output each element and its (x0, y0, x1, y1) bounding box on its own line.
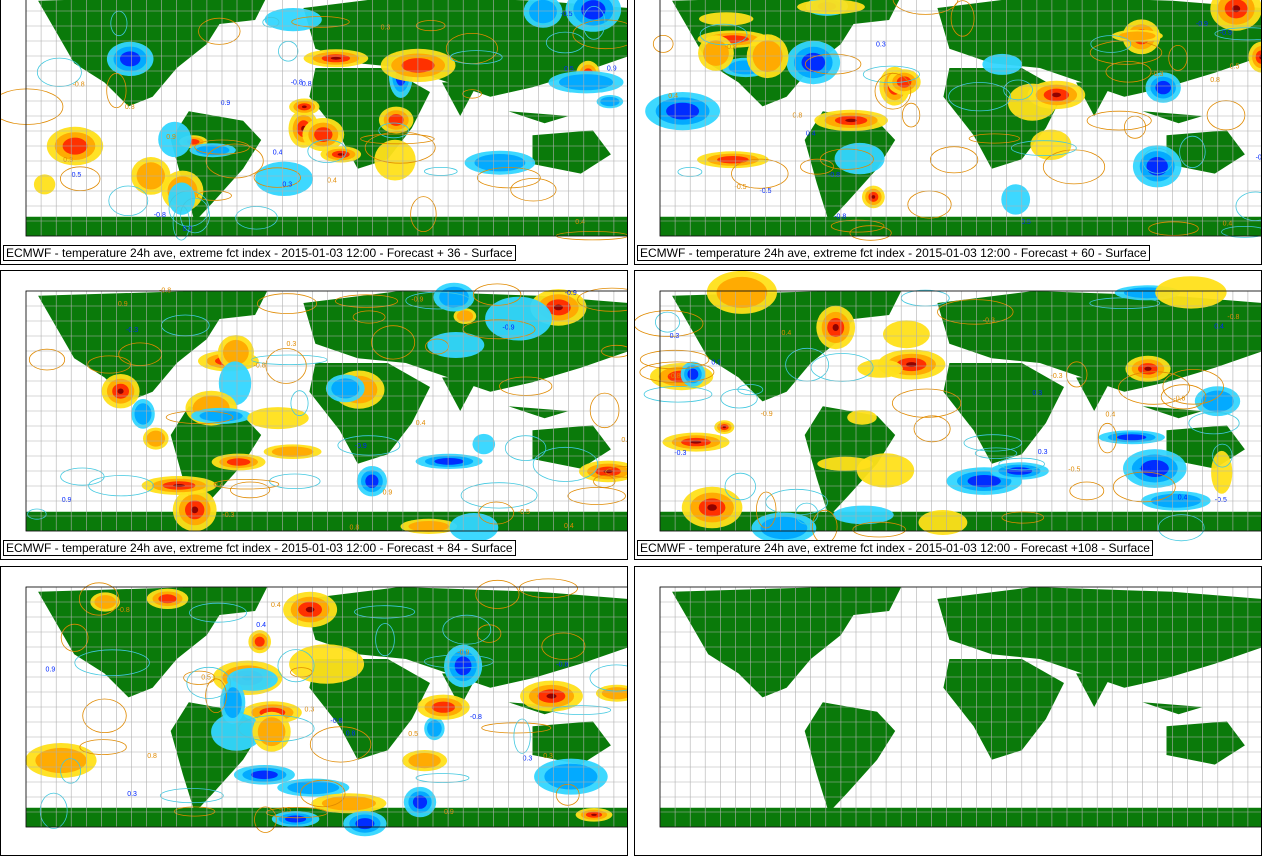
svg-text:0.4: 0.4 (668, 93, 678, 100)
svg-text:0.3: 0.3 (183, 226, 193, 233)
svg-text:-0.8: -0.8 (828, 172, 840, 179)
svg-text:0.3: 0.3 (287, 341, 297, 348)
map-caption: ECMWF - temperature 24h ave, extreme fct… (637, 245, 1150, 261)
svg-text:-0.9: -0.9 (1256, 155, 1262, 162)
svg-text:-0.8: -0.8 (118, 607, 130, 614)
svg-text:-0.8: -0.8 (1173, 395, 1185, 402)
svg-text:0.4: 0.4 (256, 622, 266, 629)
svg-text:0.3: 0.3 (63, 157, 73, 164)
svg-text:-0.5: -0.5 (735, 184, 747, 191)
svg-text:0.9: 0.9 (118, 301, 128, 308)
svg-text:-0.8: -0.8 (669, 373, 681, 380)
svg-text:0.4: 0.4 (273, 150, 283, 157)
svg-text:-0.5: -0.5 (561, 11, 573, 18)
ecmwf-map-forecast-60: 0.3-0.9-0.80.5-0.80.8-0.80.4-0.50.5-0.9-… (635, 0, 1262, 265)
map-panel-forecast-60: 0.3-0.9-0.80.5-0.80.8-0.80.4-0.50.5-0.9-… (634, 0, 1262, 265)
svg-text:0.4: 0.4 (1106, 412, 1116, 419)
svg-text:-0.5: -0.5 (1139, 466, 1151, 473)
svg-text:-0.9: -0.9 (1196, 21, 1208, 28)
svg-text:-0.8: -0.8 (291, 79, 303, 86)
ecmwf-map-forecast-36: -0.8 0.3 0.9 0.8 0.3 0.3 0.4 0.5 0.3 -0.5 -0.8 0.4 0… (1, 0, 628, 265)
svg-text:0.8: 0.8 (1210, 77, 1220, 84)
svg-text:0.3: 0.3 (381, 25, 391, 32)
svg-text:-0.3: -0.3 (222, 512, 234, 519)
map-caption: ECMWF - temperature 24h ave, extreme fct… (3, 245, 516, 261)
svg-text:-0.8: -0.8 (834, 214, 846, 221)
ecmwf-map-forecast-108: -0.5-0.5-0.50.40.3-0.3-0.8-0.3-0.8-0.30.… (635, 271, 1262, 560)
svg-text:-0.9: -0.9 (761, 411, 773, 418)
svg-text:0.9: 0.9 (166, 134, 176, 141)
ecmwf-map-land-only (635, 567, 1262, 856)
svg-text:0.4: 0.4 (1214, 324, 1224, 331)
svg-text:0.8: 0.8 (346, 731, 356, 738)
svg-text:0.3: 0.3 (523, 755, 533, 762)
ecmwf-map-forecast-132: 0.80.80.30.4-0.80.90.4-0.8-0.9-0.80.50.9… (1, 567, 628, 856)
svg-text:-0.5: -0.5 (279, 807, 291, 814)
svg-text:0.4: 0.4 (271, 602, 281, 609)
svg-text:0.8: 0.8 (147, 753, 157, 760)
svg-text:-0.8: -0.8 (1227, 314, 1239, 321)
ecmwf-map-forecast-84: -0.90.90.40.30.9-0.80.4-0.90.40.40.8-0.8… (1, 271, 628, 560)
map-caption: ECMWF - temperature 24h ave, extreme fct… (637, 540, 1153, 556)
svg-text:0.5: 0.5 (1021, 219, 1031, 226)
svg-text:0.4: 0.4 (1223, 221, 1233, 228)
svg-text:0.9: 0.9 (46, 667, 56, 674)
svg-text:-0.8: -0.8 (154, 212, 166, 219)
svg-text:0.4: 0.4 (327, 178, 337, 185)
svg-text:-0.8: -0.8 (556, 661, 568, 668)
map-panel-forecast-84: -0.90.90.40.30.9-0.80.4-0.90.40.40.8-0.8… (0, 270, 628, 560)
svg-text:0.9: 0.9 (607, 65, 617, 72)
svg-text:-0.8: -0.8 (73, 81, 85, 88)
svg-text:0.3: 0.3 (543, 753, 553, 760)
svg-text:-0.9: -0.9 (1220, 30, 1232, 37)
svg-text:0.8: 0.8 (302, 81, 312, 88)
svg-text:-0.9: -0.9 (355, 443, 367, 450)
svg-text:-0.5: -0.5 (1215, 497, 1227, 504)
svg-text:0.4: 0.4 (1178, 495, 1188, 502)
svg-text:-0.8: -0.8 (330, 718, 342, 725)
svg-text:0.8: 0.8 (125, 104, 135, 111)
svg-text:-0.3: -0.3 (1051, 373, 1063, 380)
map-panel-forecast-36: -0.8 0.3 0.9 0.8 0.3 0.3 0.4 0.5 0.3 -0.5 -0.8 0.4 0… (0, 0, 628, 265)
svg-text:0.3: 0.3 (670, 333, 680, 340)
svg-text:0.5: 0.5 (564, 66, 574, 73)
svg-text:-0.5: -0.5 (518, 509, 530, 516)
svg-text:0.5: 0.5 (1230, 64, 1240, 71)
svg-text:0.3: 0.3 (1038, 449, 1048, 456)
svg-text:0.3: 0.3 (282, 181, 292, 188)
svg-text:0.5: 0.5 (72, 172, 82, 179)
svg-text:-0.9: -0.9 (411, 297, 423, 304)
svg-text:0.5: 0.5 (201, 675, 211, 682)
map-caption: ECMWF - temperature 24h ave, extreme fct… (3, 540, 516, 556)
svg-text:0.3: 0.3 (876, 42, 886, 49)
svg-text:-0.3: -0.3 (126, 327, 138, 334)
map-panel-land-only (634, 566, 1262, 856)
svg-text:0.3: 0.3 (305, 707, 315, 714)
svg-text:-0.5: -0.5 (1068, 467, 1080, 474)
svg-text:-0.8: -0.8 (470, 714, 482, 721)
svg-text:0.9: 0.9 (711, 360, 721, 367)
